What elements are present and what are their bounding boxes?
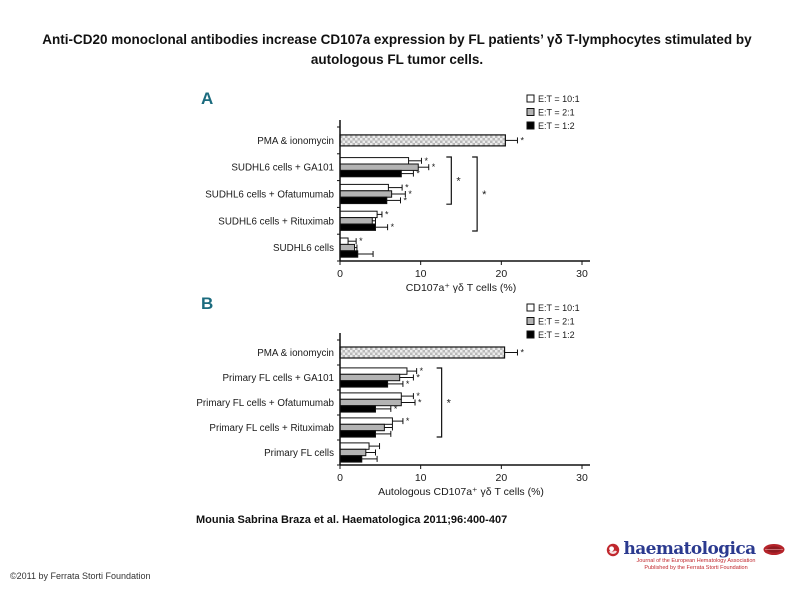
significance-mark: * [520,135,524,145]
significance-mark: * [418,398,422,408]
x-tick-label: 20 [495,472,507,484]
legend-swatch [526,317,535,325]
legend-label: E:T = 2:1 [538,317,575,327]
logo-wordmark: haematologica [623,539,756,559]
significance-mark: * [404,195,408,205]
significance-mark: * [406,416,410,426]
bar [339,373,401,382]
category-label: Primary FL cells [264,448,334,459]
bar [339,169,402,178]
legend-swatch [526,108,535,116]
copyright: ©2011 by Ferrata Storti Foundation [10,571,151,581]
significance-mark: * [416,169,420,179]
significance-mark: * [385,209,389,219]
category-label: Primary FL cells + Ofatumumab [196,398,334,409]
bracket-significance: * [482,189,487,201]
bar [339,398,402,407]
significance-mark: * [394,404,398,414]
bar [339,190,393,198]
bracket-significance: * [456,176,461,188]
x-axis-label: Autologous CD107a⁺ γδ T cells (%) [378,486,544,498]
journal-logo: haematologica Journal of the European He… [602,541,790,571]
legend-swatch [526,121,535,130]
category-label: PMA & ionomycin [257,136,334,147]
significance-mark: * [408,189,412,199]
x-axis-label: CD107a⁺ γδ T cells (%) [406,282,516,294]
panel-b-chart: PMA & ionomycin * Primary FL cells + GA101… [196,303,590,498]
bar [339,196,388,205]
bar [339,405,376,413]
bar [339,163,419,171]
significance-mark: * [416,373,420,383]
logo-tagline-1: Journal of the European Hematology Assoc… [636,558,756,564]
x-tick-label: 30 [576,472,588,484]
logo-row: haematologica [602,541,790,558]
bar [339,423,385,432]
legend-label: E:T = 1:2 [538,330,575,340]
bar [339,210,378,219]
significance-mark: * [520,348,524,358]
comparison-bracket [446,156,452,205]
bar [339,442,370,450]
significance-mark: * [416,391,420,401]
comparison-bracket [472,156,478,232]
bar-hatched [339,134,506,147]
panel-b-label: B [201,294,214,313]
category-label: Primary FL cells + Rituximab [209,423,334,434]
bar [339,392,402,400]
legend-swatch [526,303,535,312]
category-label: SUDHL6 cells + Ofatumumab [205,190,334,201]
x-tick-label: 0 [337,472,343,484]
panel-a-label: A [201,89,214,108]
category-label: SUDHL6 cells + GA101 [231,163,334,174]
bar [339,217,373,225]
category-label: PMA & ionomycin [257,348,334,359]
legend-swatch [526,94,535,103]
significance-mark: * [406,379,410,389]
bar [339,417,393,425]
panel-a-chart: PMA & ionomycin *SUDHL6 cells + GA101***S… [205,94,590,294]
bar [339,237,349,245]
foundation-seal-icon [763,544,785,555]
legend-label: E:T = 10:1 [538,303,580,313]
legend-label: E:T = 1:2 [538,121,575,131]
x-tick-label: 10 [415,268,427,280]
x-tick-label: 10 [415,472,427,484]
x-tick-label: 20 [495,268,507,280]
x-tick-label: 0 [337,268,343,280]
x-tick-label: 30 [576,268,588,280]
bar [339,183,389,192]
bar [339,367,408,375]
category-label: SUDHL6 cells [273,243,334,254]
category-label: Primary FL cells + GA101 [222,373,334,384]
legend-label: E:T = 2:1 [538,108,575,118]
bar [339,157,410,165]
haematologica-dot-icon [607,543,620,556]
bar [339,455,363,463]
significance-mark: * [359,236,363,246]
significance-mark: * [405,183,409,193]
bar [339,448,367,457]
bar [339,223,376,231]
category-label: SUDHL6 cells + Rituximab [218,216,334,227]
logo-tagline-2: Published by the Ferrata Storti Foundati… [644,564,748,571]
significance-mark: * [391,222,395,232]
legend-label: E:T = 10:1 [538,94,580,104]
significance-mark: * [424,156,428,166]
bar [339,380,389,388]
figure-title: Anti-CD20 monoclonal antibodies increase… [42,32,752,67]
bar [339,243,356,252]
citation: Mounia Sabrina Braza et al. Haematologic… [196,514,508,526]
bar [339,250,359,258]
comparison-bracket [436,367,443,438]
legend-swatch [526,330,535,339]
bar [339,430,376,438]
bar-hatched [339,346,506,359]
significance-mark: * [432,162,436,172]
bracket-significance: * [447,398,452,410]
significance-mark: * [420,366,424,376]
